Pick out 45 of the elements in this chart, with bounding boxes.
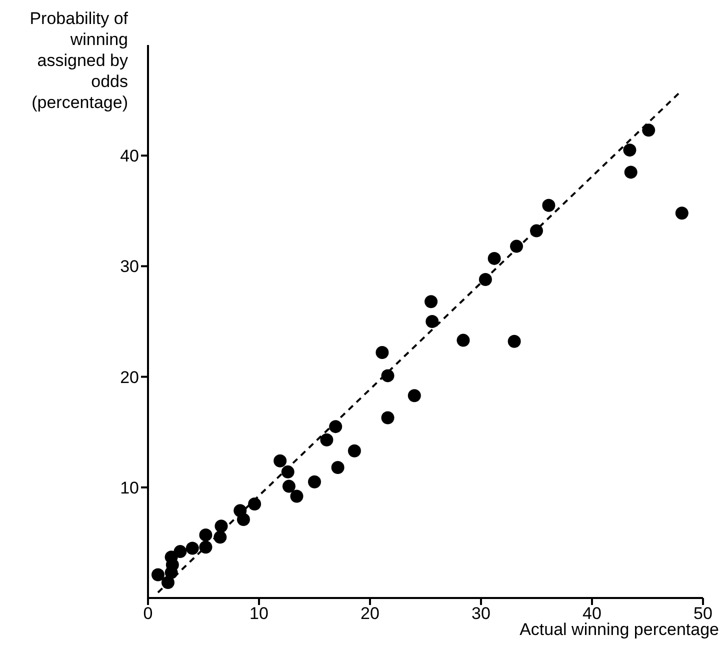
point	[214, 530, 227, 544]
point	[274, 454, 287, 468]
point	[214, 520, 228, 533]
point	[456, 334, 470, 347]
y-tick-label: 40	[120, 146, 139, 166]
point	[174, 545, 187, 558]
point	[199, 528, 212, 542]
point	[478, 272, 492, 286]
y-tick-label: 30	[120, 257, 139, 276]
point	[408, 389, 421, 402]
point	[236, 512, 250, 526]
x-tick-label: 20	[360, 604, 380, 624]
point	[542, 198, 556, 212]
point	[151, 568, 164, 582]
point	[675, 206, 688, 220]
point	[510, 240, 524, 253]
point	[282, 480, 296, 493]
point	[281, 465, 294, 478]
point	[199, 540, 212, 554]
point	[320, 433, 334, 446]
point	[186, 542, 199, 555]
point	[329, 420, 342, 434]
point	[381, 369, 394, 382]
point	[308, 475, 321, 488]
y-axis-title: Probability of winning assigned by odds (percentage)	[28, 8, 128, 113]
point	[381, 411, 394, 424]
y-tick-label: 20	[120, 368, 139, 387]
point	[376, 346, 389, 359]
point	[424, 295, 438, 308]
point	[248, 497, 262, 510]
point	[624, 166, 638, 179]
x-tick-label: 10	[250, 604, 268, 624]
point	[508, 334, 521, 348]
point	[623, 144, 636, 157]
y-tick-label: 10	[120, 478, 139, 498]
x-tick-label: 30	[472, 604, 490, 624]
point	[290, 490, 304, 503]
point	[348, 444, 361, 458]
point	[331, 460, 344, 474]
point	[426, 315, 439, 328]
point	[642, 124, 656, 137]
x-tick-label: 0	[143, 604, 153, 624]
point	[488, 252, 501, 265]
point	[161, 576, 174, 590]
point	[530, 224, 543, 238]
